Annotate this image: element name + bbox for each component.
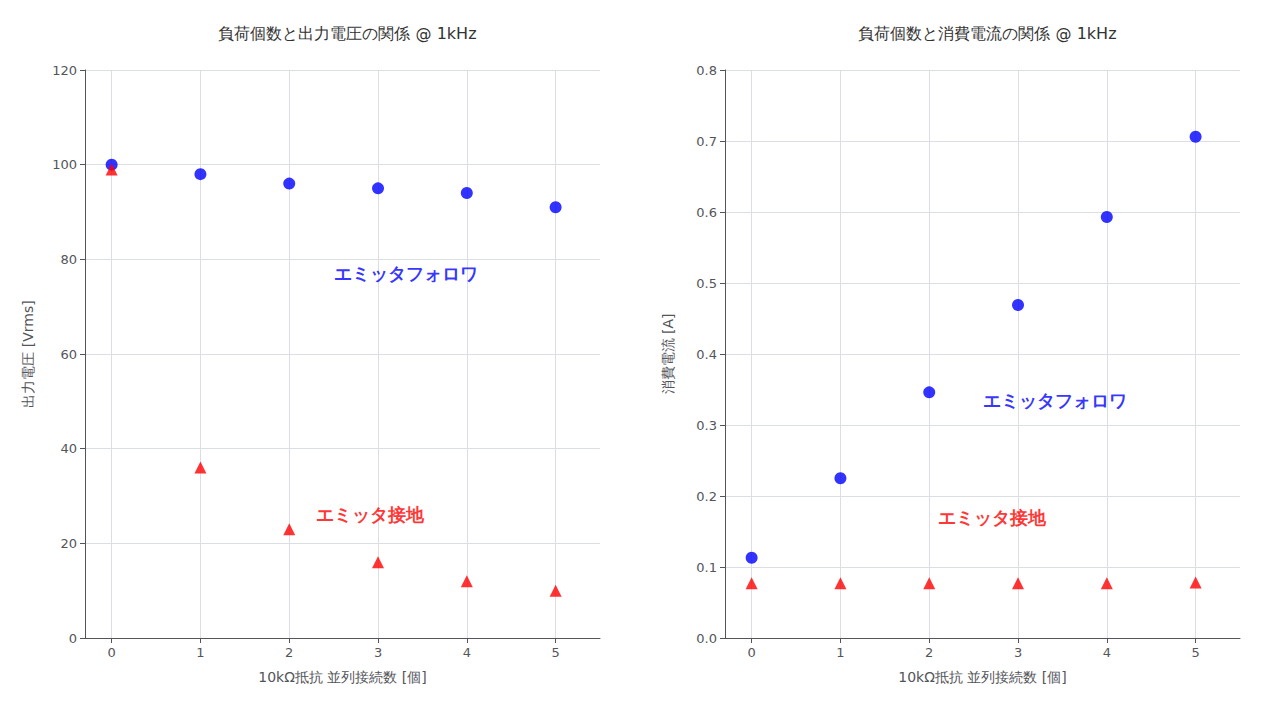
svg-text:0.3: 0.3	[696, 418, 717, 433]
svg-text:100: 100	[52, 157, 77, 172]
svg-text:エミッタフォロワ: エミッタフォロワ	[983, 390, 1127, 411]
svg-text:0.5: 0.5	[696, 276, 717, 291]
svg-text:負荷個数と出力電圧の関係 @ 1kHz: 負荷個数と出力電圧の関係 @ 1kHz	[218, 24, 476, 43]
svg-text:エミッタフォロワ: エミッタフォロワ	[334, 263, 478, 284]
svg-text:0: 0	[107, 645, 115, 660]
svg-text:5: 5	[551, 645, 559, 660]
svg-text:0.2: 0.2	[696, 489, 717, 504]
svg-text:0: 0	[747, 645, 755, 660]
svg-text:10kΩ抵抗 並列接続数 [個]: 10kΩ抵抗 並列接続数 [個]	[258, 669, 426, 685]
svg-text:0.0: 0.0	[696, 631, 717, 646]
svg-text:40: 40	[60, 441, 77, 456]
svg-text:3: 3	[1014, 645, 1022, 660]
svg-text:1: 1	[836, 645, 844, 660]
svg-text:0.7: 0.7	[696, 134, 717, 149]
svg-text:エミッタ接地: エミッタ接地	[938, 507, 1047, 528]
svg-text:エミッタ接地: エミッタ接地	[316, 504, 425, 525]
svg-text:負荷個数と消費電流の関係 @ 1kHz: 負荷個数と消費電流の関係 @ 1kHz	[858, 24, 1116, 43]
svg-text:0: 0	[69, 631, 77, 646]
svg-text:0.8: 0.8	[696, 63, 717, 78]
svg-text:60: 60	[60, 347, 77, 362]
svg-text:0.1: 0.1	[696, 560, 717, 575]
svg-text:2: 2	[925, 645, 933, 660]
svg-text:4: 4	[1103, 645, 1111, 660]
svg-text:5: 5	[1191, 645, 1199, 660]
svg-text:出力電圧 [Vrms]: 出力電圧 [Vrms]	[20, 300, 36, 407]
svg-text:1: 1	[196, 645, 204, 660]
svg-text:10kΩ抵抗 並列接続数 [個]: 10kΩ抵抗 並列接続数 [個]	[898, 669, 1066, 685]
svg-text:0.4: 0.4	[696, 347, 717, 362]
svg-text:120: 120	[52, 63, 77, 78]
svg-text:0.6: 0.6	[696, 205, 717, 220]
svg-text:消費電流 [A]: 消費電流 [A]	[660, 314, 676, 395]
svg-text:3: 3	[374, 645, 382, 660]
svg-text:20: 20	[60, 536, 77, 551]
svg-text:80: 80	[60, 252, 77, 267]
svg-text:4: 4	[463, 645, 471, 660]
svg-text:2: 2	[285, 645, 293, 660]
